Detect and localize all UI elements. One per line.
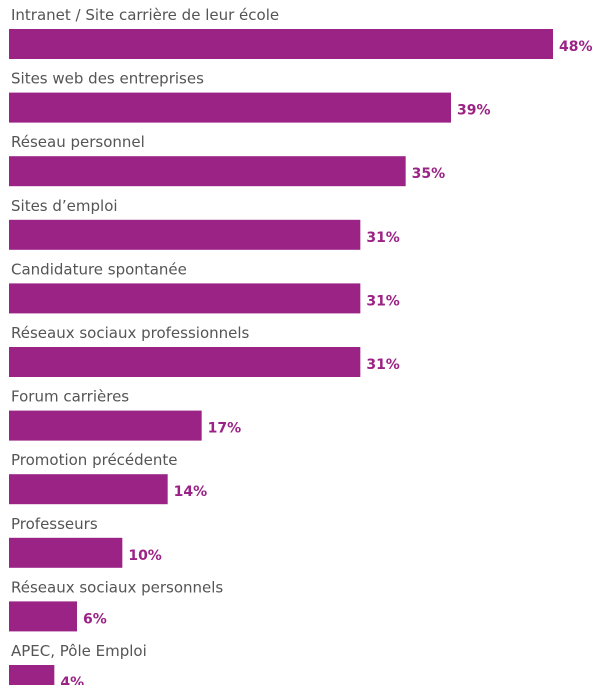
bar	[9, 410, 202, 441]
value-label: 6%	[83, 611, 107, 627]
value-label: 35%	[412, 166, 446, 182]
bar	[9, 156, 406, 187]
value-label: 17%	[208, 421, 242, 437]
value-label: 39%	[457, 103, 491, 119]
value-label: 14%	[174, 484, 208, 500]
bar	[9, 92, 451, 123]
value-label: 31%	[366, 230, 400, 246]
category-label: Forum carrières	[11, 388, 129, 406]
category-label: Intranet / Site carrière de leur école	[11, 6, 279, 24]
value-label: 10%	[128, 548, 162, 564]
value-label: 31%	[366, 357, 400, 373]
category-label: Candidature spontanée	[11, 260, 187, 278]
bar	[9, 219, 361, 250]
bar	[9, 665, 55, 685]
category-label: Réseaux sociaux personnels	[11, 578, 223, 596]
bar	[9, 29, 553, 59]
value-label: 4%	[60, 675, 84, 685]
bar	[9, 601, 77, 632]
value-label: 48%	[559, 39, 593, 55]
bar	[9, 283, 361, 314]
value-label: 31%	[366, 293, 400, 309]
category-label: APEC, Pôle Emploi	[11, 642, 147, 660]
category-label: Professeurs	[11, 515, 98, 533]
bar	[9, 474, 168, 505]
category-label: Promotion précédente	[11, 451, 178, 469]
category-label: Réseaux sociaux professionnels	[11, 324, 250, 342]
bars-group: Intranet / Site carrière de leur école 48…	[9, 6, 593, 685]
category-label: Sites web des entreprises	[11, 70, 204, 88]
bar	[9, 347, 361, 377]
bar	[9, 537, 123, 568]
category-label: Sites d’emploi	[11, 197, 118, 215]
category-label: Réseau personnel	[11, 133, 145, 151]
